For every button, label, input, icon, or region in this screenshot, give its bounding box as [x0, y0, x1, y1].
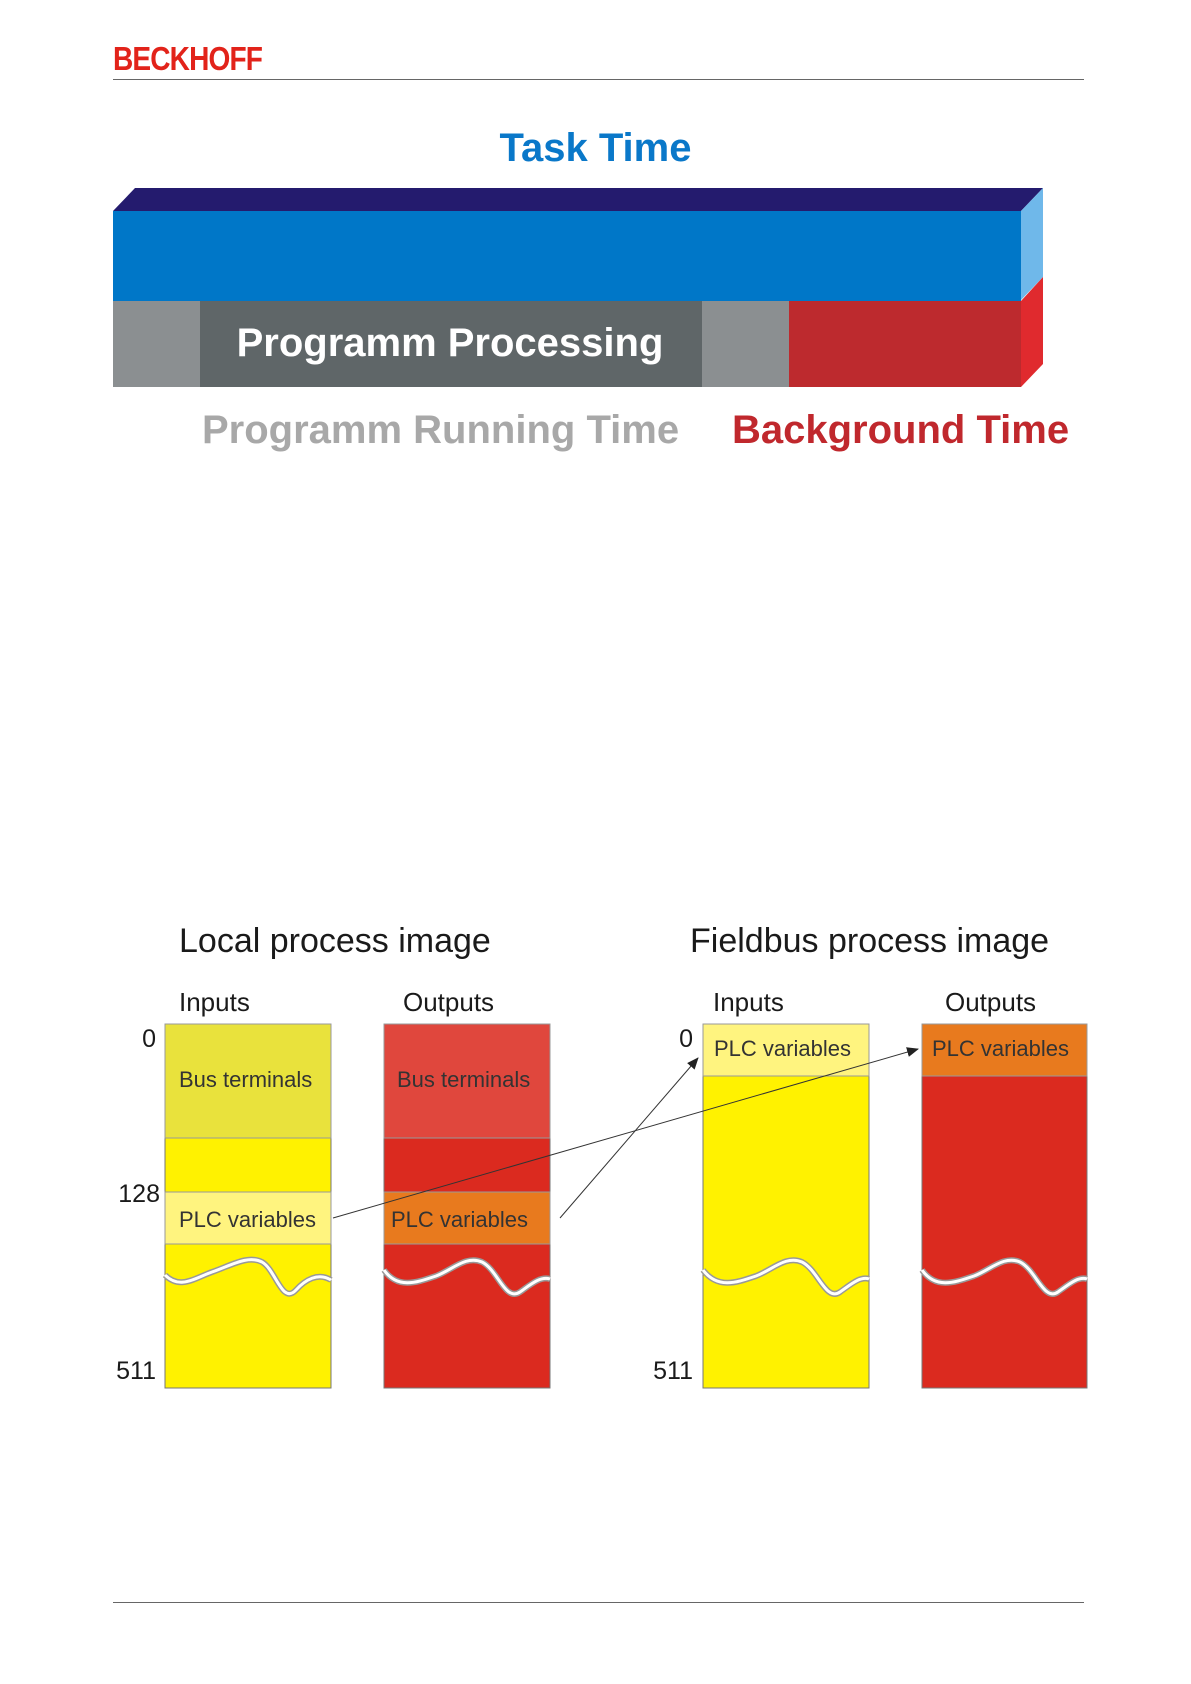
- fieldbus-address-511: 511: [653, 1357, 693, 1385]
- post-processing-gray: [702, 301, 789, 387]
- local-outputs-plc-variables-label: PLC variables: [391, 1207, 528, 1232]
- fieldbus-outputs-label: Outputs: [945, 987, 1037, 1017]
- fieldbus-outputs-plc-variables: [921, 1023, 1088, 1077]
- local-outputs-plc-variables: [383, 1191, 551, 1245]
- fieldbus-inputs-label: Inputs: [713, 987, 784, 1017]
- programm-processing-block: [200, 301, 702, 387]
- background-time-label: Background Time: [732, 408, 1070, 452]
- task-bar-top-face: [113, 188, 1043, 211]
- local-inputs-plc-variables: [164, 1191, 332, 1245]
- fieldbus-inputs-plc-variables: [702, 1023, 870, 1077]
- local-outputs-column: [381, 1023, 551, 1389]
- fieldbus-process-image-title: Fieldbus process image: [690, 922, 1050, 960]
- local-inputs-bus-terminals: [164, 1023, 332, 1139]
- task-time-title: Task Time: [499, 126, 692, 170]
- local-address-0: 0: [142, 1025, 156, 1053]
- local-outputs-bus-terminals: [383, 1023, 551, 1139]
- programm-processing-label: Programm Processing: [236, 321, 664, 365]
- local-outputs-bus-terminals-label: Bus terminals: [397, 1067, 531, 1092]
- local-inputs-bus-terminals-label: Bus terminals: [179, 1067, 313, 1092]
- arrow-local-outputs-to-fieldbus-inputs: [559, 1057, 699, 1219]
- fieldbus-inputs-body: [702, 1023, 870, 1389]
- local-process-image-title: Local process image: [179, 922, 491, 960]
- footer-rule: [113, 1602, 1084, 1603]
- fieldbus-outputs-plc-variables-label: PLC variables: [932, 1036, 1069, 1061]
- pre-processing-gray: [113, 301, 200, 387]
- local-outputs-label: Outputs: [403, 987, 495, 1017]
- local-inputs-column: [162, 1023, 333, 1389]
- fieldbus-inputs-column: [700, 1023, 870, 1389]
- local-inputs-label: Inputs: [179, 987, 250, 1017]
- beckhoff-logo: BECKHOFF: [113, 40, 263, 77]
- task-bar-side-face: [1021, 188, 1043, 300]
- local-address-511: 511: [116, 1357, 156, 1385]
- programm-running-time-label: Programm Running Time: [202, 408, 680, 452]
- background-time-block: [789, 301, 1021, 387]
- task-time-diagram: [113, 188, 1043, 387]
- fieldbus-outputs-body: [921, 1023, 1088, 1389]
- background-side-face: [1021, 277, 1043, 387]
- arrow-local-inputs-to-fieldbus-outputs: [332, 1047, 919, 1219]
- local-inputs-plc-variables-label: PLC variables: [179, 1207, 316, 1232]
- header-rule: [113, 79, 1084, 80]
- local-address-128: 128: [118, 1180, 160, 1208]
- fieldbus-address-0: 0: [679, 1025, 693, 1053]
- task-bar: [113, 211, 1021, 301]
- fieldbus-outputs-column: [919, 1023, 1088, 1389]
- fieldbus-inputs-plc-variables-label: PLC variables: [714, 1036, 851, 1061]
